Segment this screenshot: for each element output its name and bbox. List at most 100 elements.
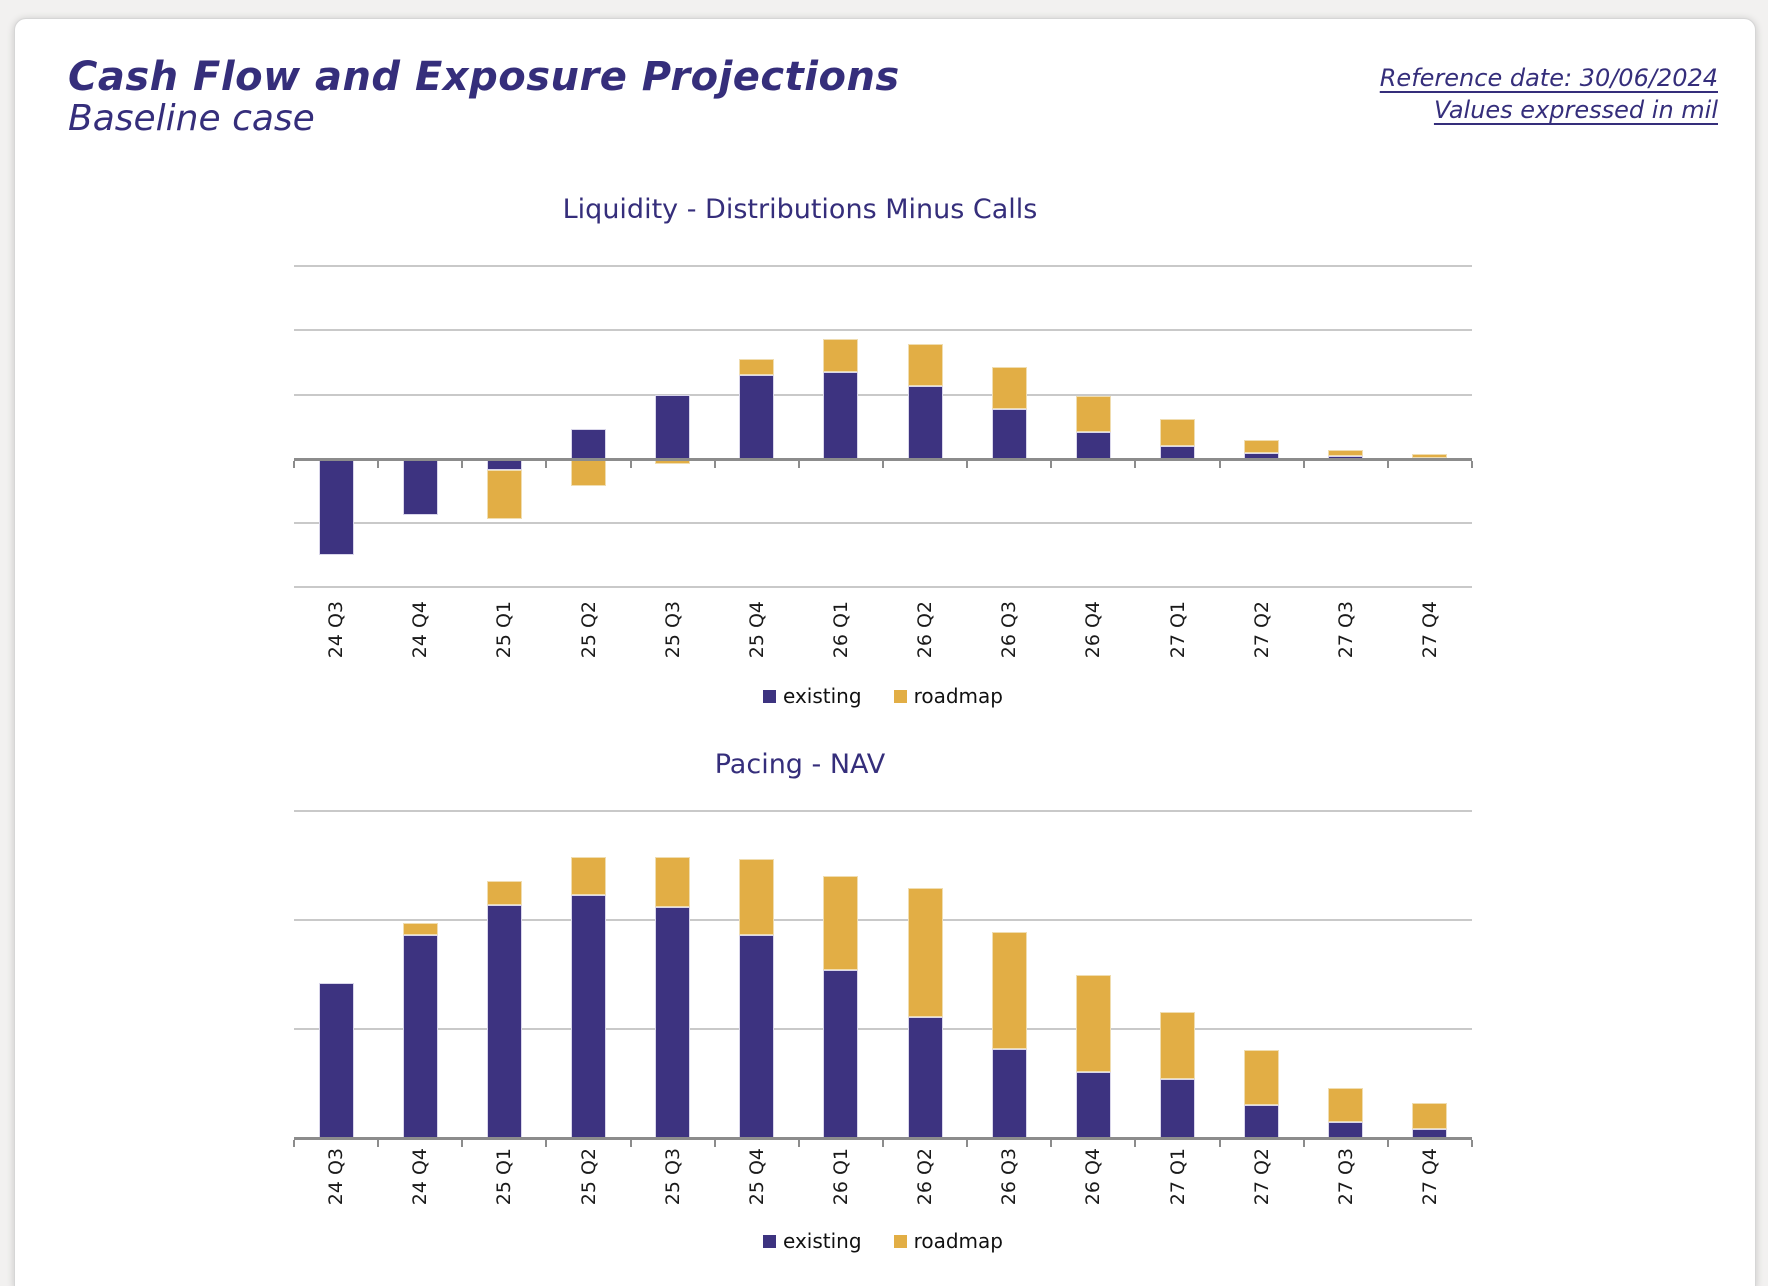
axis-tick (797, 460, 800, 468)
existing-swatch-icon (763, 1234, 777, 1248)
liquidity-chart-title: Liquidity - Distributions Minus Calls (562, 194, 1038, 225)
bar-segment-existing-24-Q4 (402, 458, 438, 515)
bar-segment-existing-26-Q2 (907, 385, 943, 459)
pacing-legend: existing roadmap (294, 1229, 1472, 1253)
axis-tick (966, 1140, 969, 1147)
x-axis-label: 24 Q3 (325, 601, 348, 659)
x-axis-label: 25 Q2 (577, 601, 600, 659)
pacing-chart-title: Pacing - NAV (714, 749, 886, 780)
x-axis-label: 25 Q4 (745, 601, 768, 659)
bar-segment-existing-24-Q3 (318, 458, 354, 556)
roadmap-swatch-icon (893, 689, 907, 703)
x-axis-line (294, 1137, 1472, 1140)
bar-segment-existing-25-Q4 (739, 935, 775, 1138)
liquidity-legend: existing roadmap (294, 684, 1472, 708)
bar-segment-existing-26-Q4 (1075, 1071, 1111, 1138)
existing-swatch-icon (763, 689, 777, 703)
x-axis-label: 27 Q1 (1166, 1148, 1189, 1206)
bar-segment-roadmap-27-Q4 (1412, 1103, 1448, 1130)
axis-tick (461, 460, 464, 468)
axis-tick (629, 1140, 632, 1147)
bar-segment-roadmap-25-Q1 (486, 880, 522, 905)
x-axis-label: 25 Q4 (745, 1148, 768, 1206)
axis-tick (1218, 460, 1221, 468)
axis-tick (629, 460, 632, 468)
bar-segment-roadmap-25-Q1 (486, 470, 522, 519)
axis-tick (1134, 460, 1137, 468)
bar-segment-roadmap-27-Q4 (1412, 454, 1448, 458)
legend-label-roadmap: roadmap (913, 684, 1003, 708)
bar-segment-existing-27-Q1 (1160, 1079, 1195, 1138)
bar-segment-existing-25-Q3 (655, 394, 691, 459)
bar-segment-existing-25-Q2 (571, 428, 606, 459)
axis-tick (1471, 1140, 1473, 1147)
axis-tick (1218, 1140, 1221, 1147)
bar-segment-roadmap-27-Q2 (1244, 1049, 1280, 1106)
axis-tick (377, 1140, 380, 1147)
bar-segment-roadmap-26-Q2 (907, 888, 943, 1017)
x-axis-label: 27 Q3 (1334, 1148, 1357, 1206)
header-right: Reference date: 30/06/2024 Values expres… (1380, 62, 1718, 126)
x-axis-label: 27 Q4 (1418, 601, 1441, 659)
bar-segment-existing-24-Q3 (318, 983, 354, 1138)
x-axis-label: 26 Q2 (914, 1148, 937, 1206)
legend-item-existing: existing (763, 684, 862, 708)
x-axis-label: 27 Q2 (1250, 1148, 1273, 1206)
axis-tick (377, 460, 380, 468)
legend-item-roadmap: roadmap (893, 1229, 1003, 1253)
axis-tick (882, 460, 884, 468)
bar-segment-existing-24-Q4 (402, 935, 438, 1138)
x-axis-label: 24 Q4 (409, 601, 432, 659)
x-axis-label: 25 Q1 (493, 601, 516, 659)
axis-tick (1386, 460, 1389, 468)
gridline (294, 329, 1472, 332)
x-axis-label: 27 Q1 (1166, 601, 1189, 659)
axis-tick (1302, 1140, 1305, 1147)
bar-segment-roadmap-27-Q2 (1244, 440, 1280, 453)
axis-tick (713, 460, 716, 468)
bar-segment-roadmap-25-Q2 (571, 458, 606, 487)
x-axis-label: 25 Q2 (577, 1148, 600, 1206)
bar-segment-roadmap-27-Q3 (1328, 450, 1364, 456)
bar-segment-existing-25-Q3 (655, 906, 691, 1138)
bar-segment-roadmap-27-Q1 (1160, 1011, 1195, 1080)
bar-segment-existing-26-Q2 (907, 1017, 943, 1138)
bar-segment-existing-26-Q1 (823, 970, 859, 1138)
bar-segment-roadmap-26-Q4 (1075, 395, 1111, 432)
bar-segment-roadmap-24-Q4 (402, 923, 438, 936)
axis-tick (1050, 460, 1053, 468)
roadmap-swatch-icon (893, 1234, 907, 1248)
axis-tick (713, 1140, 716, 1147)
bar-segment-roadmap-25-Q2 (571, 856, 606, 895)
legend-label-existing: existing (783, 684, 862, 708)
page-title: Cash Flow and Exposure Projections (68, 54, 900, 100)
axis-tick (882, 1140, 884, 1147)
axis-tick (293, 460, 295, 468)
x-axis-label: 25 Q3 (661, 601, 684, 659)
x-axis-label: 26 Q3 (998, 1148, 1021, 1206)
legend-item-roadmap: roadmap (893, 684, 1003, 708)
gridline (294, 919, 1472, 921)
bar-segment-existing-26-Q1 (823, 372, 859, 459)
legend-label-roadmap: roadmap (913, 1229, 1003, 1253)
x-axis-label: 26 Q1 (829, 1148, 852, 1206)
pacing-plot-area: 24 Q3 24 Q4 25 Q1 25 Q2 25 Q3 25 Q4 26 Q1 26 Q2… (293, 810, 1473, 1205)
gridline (294, 393, 1472, 396)
bar-segment-roadmap-25-Q4 (739, 358, 775, 375)
bar-segment-existing-25-Q1 (486, 904, 522, 1138)
reference-date: Reference date: 30/06/2024 (1379, 64, 1718, 92)
bar-segment-roadmap-25-Q4 (739, 858, 775, 936)
bar-segment-roadmap-25-Q3 (655, 856, 691, 907)
gridline (294, 522, 1472, 525)
legend-item-existing: existing (763, 1229, 862, 1253)
gridline (294, 586, 1472, 589)
axis-tick (1302, 460, 1305, 468)
gridline (294, 810, 1472, 812)
x-axis-label: 26 Q3 (998, 601, 1021, 659)
bar-segment-roadmap-26-Q1 (823, 876, 859, 971)
bar-segment-existing-25-Q2 (571, 894, 606, 1138)
legend-label-existing: existing (783, 1229, 862, 1253)
axis-tick (1386, 1140, 1389, 1147)
x-axis-line (294, 457, 1472, 461)
